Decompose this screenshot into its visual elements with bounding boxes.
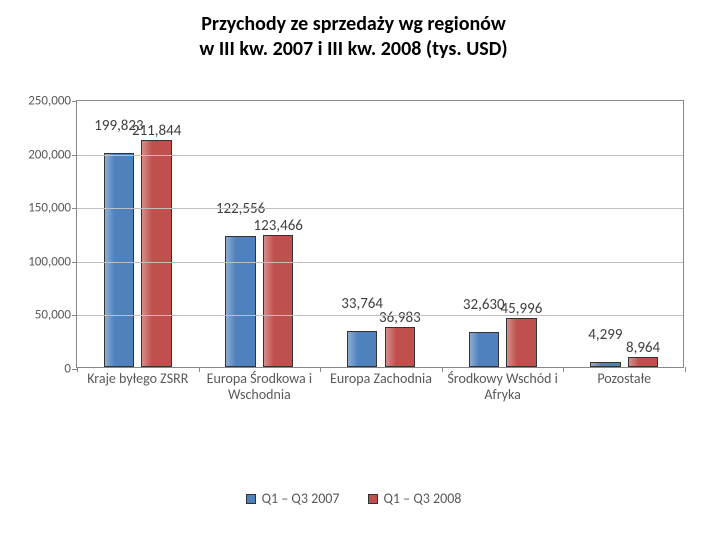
data-label: 4,299 (588, 326, 622, 344)
y-tick-mark (72, 101, 77, 102)
y-tick-mark (72, 262, 77, 263)
y-tick-mark (72, 155, 77, 156)
y-tick-mark (72, 315, 77, 316)
x-tick-mark (199, 367, 200, 372)
x-tick-mark (77, 367, 78, 372)
x-tick-label: Kraje byłego ZSRR (80, 367, 196, 387)
chart-title-line2: w III kw. 2007 i III kw. 2008 (tys. USD) (0, 37, 707, 62)
plot-area: 199,823211,844122,556123,46633,76436,983… (76, 100, 684, 368)
gridline (77, 155, 683, 156)
legend-swatch (246, 494, 256, 504)
x-tick-label: Środkowy Wschód i Afryka (445, 367, 561, 403)
x-tick-label: Pozostałe (566, 367, 682, 387)
x-tick-mark (685, 367, 686, 372)
legend: Q1 – Q3 2007 Q1 – Q3 2008 (0, 490, 707, 507)
legend-swatch (368, 494, 378, 504)
data-label: 123,466 (254, 217, 303, 235)
x-tick-mark (320, 367, 321, 372)
chart-title: Przychody ze sprzedaży wg regionów w III… (0, 0, 707, 62)
x-tick-mark (563, 367, 564, 372)
chart-container: Przychody ze sprzedaży wg regionów w III… (0, 0, 707, 533)
y-tick-label: 100,000 (28, 254, 71, 269)
y-tick-label: 0 (64, 362, 71, 377)
data-label: 8,964 (626, 339, 660, 357)
y-tick-mark (72, 369, 77, 370)
data-label: 33,764 (341, 295, 383, 313)
x-tick-label: Europa Zachodnia (323, 367, 439, 387)
legend-label: Q1 – Q3 2008 (384, 490, 462, 507)
y-tick-label: 200,000 (28, 147, 71, 162)
data-labels-layer: 199,823211,844122,556123,46633,76436,983… (77, 101, 683, 367)
y-tick-mark (72, 208, 77, 209)
x-tick-label: Europa Środkowa i Wschodnia (202, 367, 318, 403)
chart-title-line1: Przychody ze sprzedaży wg regionów (0, 12, 707, 37)
data-label: 36,983 (379, 309, 421, 327)
legend-label: Q1 – Q3 2007 (262, 490, 340, 507)
gridline (77, 262, 683, 263)
legend-item: Q1 – Q3 2008 (368, 490, 462, 507)
data-label: 32,630 (463, 296, 505, 314)
y-tick-label: 50,000 (35, 308, 71, 323)
legend-item: Q1 – Q3 2007 (246, 490, 340, 507)
gridline (77, 315, 683, 316)
x-tick-mark (442, 367, 443, 372)
y-tick-label: 150,000 (28, 201, 71, 216)
data-label: 211,844 (132, 122, 181, 140)
gridline (77, 208, 683, 209)
y-tick-label: 250,000 (28, 94, 71, 109)
